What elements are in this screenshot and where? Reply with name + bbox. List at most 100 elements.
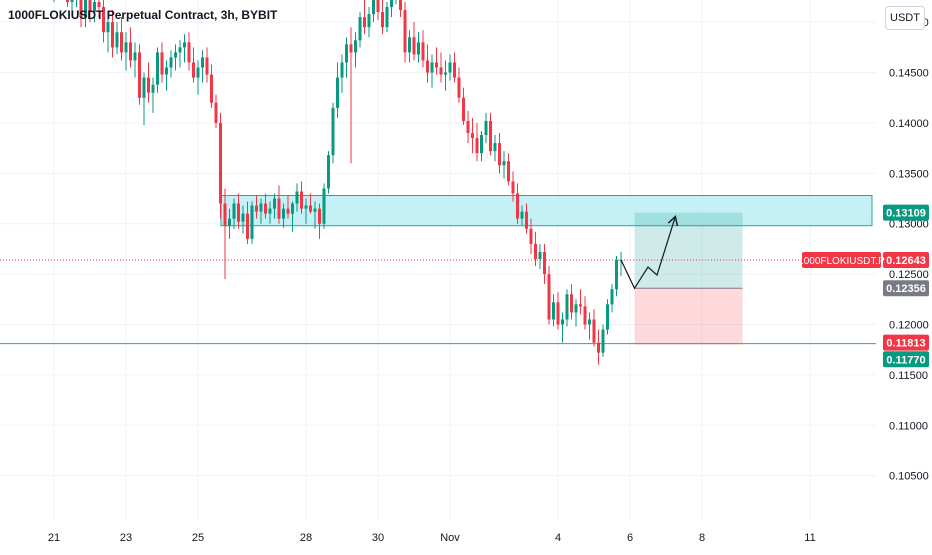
candle-body [111, 22, 114, 48]
candle [178, 40, 182, 68]
candle-body [345, 44, 348, 63]
candle [354, 32, 357, 68]
candle [88, 0, 92, 23]
candle [475, 122, 479, 162]
candle [160, 42, 164, 83]
candle [498, 133, 501, 174]
axis-layer: 0.150000.145000.140000.135000.130000.125… [48, 17, 929, 544]
candle [250, 201, 254, 244]
candle-body [462, 97, 465, 121]
candle-body [606, 304, 609, 330]
candle [300, 181, 303, 214]
candle-body [507, 161, 510, 182]
y-tick-label: 0.10500 [889, 471, 929, 483]
candle-body [597, 342, 600, 353]
candle [228, 208, 231, 239]
stop-price-label-text: 0.11770 [886, 354, 925, 366]
candle [457, 67, 461, 103]
candle-body [601, 329, 605, 353]
candle-body [489, 120, 492, 152]
candle-body [331, 107, 335, 156]
candle-body [399, 0, 402, 11]
candle-body [291, 203, 294, 214]
candle-body [579, 304, 582, 307]
candle-body [439, 67, 443, 75]
candle-body [214, 102, 218, 123]
candle [529, 218, 533, 254]
candle [187, 32, 191, 71]
projection-path [620, 218, 675, 290]
candle-body [403, 10, 407, 53]
candle-body [385, 7, 389, 28]
candle [372, 0, 375, 23]
candle-body [444, 72, 447, 75]
candle-body [484, 120, 488, 136]
candle [363, 0, 366, 35]
candle-body [318, 208, 321, 224]
candle [169, 50, 173, 78]
candle [502, 151, 506, 179]
candle-body [376, 0, 380, 13]
candle-body [421, 42, 425, 61]
candle [156, 47, 159, 93]
x-tick-label: 6 [627, 532, 633, 544]
candle [610, 284, 614, 313]
candle [277, 185, 281, 224]
candle-body [178, 47, 182, 53]
candle [66, 0, 69, 8]
candle-body [516, 193, 519, 219]
candle-body [426, 60, 429, 73]
candle-body [412, 37, 416, 55]
candle [147, 62, 150, 103]
candle-body [124, 42, 128, 53]
symbol-price-tag-text: 1000FLOKIUSDT.P [798, 256, 885, 267]
entry-price-label-bg [883, 280, 929, 297]
support-price-label-bg [883, 334, 929, 351]
candle-body [574, 304, 578, 313]
candle [345, 37, 348, 78]
candle-body [273, 198, 276, 209]
candle [322, 183, 326, 229]
candle [570, 284, 573, 320]
candle [183, 34, 186, 63]
candle [142, 72, 146, 125]
candle [367, 7, 371, 38]
candle [579, 289, 582, 315]
candle-body [340, 62, 344, 78]
candle [327, 151, 330, 194]
candle [273, 193, 276, 219]
chart-title: 1000FLOKIUSDT Perpetual Contract, 3h, BY… [8, 8, 278, 22]
candle-body [390, 0, 393, 8]
x-tick-label: 4 [555, 532, 561, 544]
candle [340, 54, 344, 93]
y-tick-label: 0.14000 [889, 118, 929, 130]
candle-body [183, 42, 186, 48]
candle [448, 54, 452, 81]
candle [133, 42, 137, 78]
candle-body [201, 57, 204, 68]
candle [201, 50, 204, 83]
candle [430, 54, 434, 88]
entry-price-label: 0.12356 [883, 280, 929, 297]
candle-body [417, 42, 420, 55]
candle-body [570, 294, 573, 313]
candle-body [142, 77, 146, 98]
candle [484, 112, 488, 144]
candle-body [556, 302, 560, 325]
candle-body [97, 2, 101, 8]
candle-body [480, 135, 483, 154]
candle [255, 195, 258, 219]
candle [165, 60, 168, 91]
candle-body [93, 2, 96, 13]
candle [124, 32, 128, 71]
stop-price-label-bg [883, 351, 929, 368]
candle-body [493, 143, 497, 152]
candle [214, 94, 218, 128]
currency-button[interactable]: USDT [885, 6, 925, 30]
candle-body [70, 0, 74, 3]
y-tick-label: 0.13000 [889, 219, 929, 231]
candle-body [300, 191, 303, 209]
candle [349, 27, 353, 164]
